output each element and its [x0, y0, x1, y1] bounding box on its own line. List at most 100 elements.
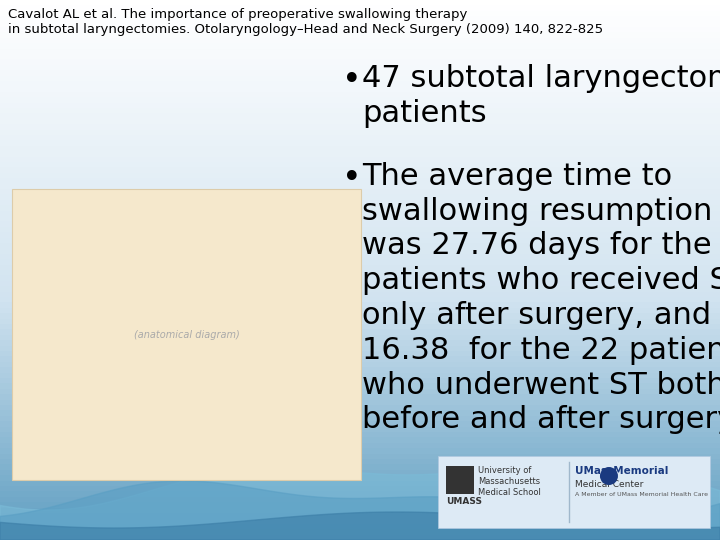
Bar — [0, 119, 720, 124]
Bar — [0, 378, 720, 383]
Bar — [0, 173, 720, 178]
Bar — [0, 329, 720, 335]
Bar — [0, 146, 720, 151]
Bar — [0, 32, 720, 38]
Bar — [0, 464, 720, 470]
Text: •: • — [342, 64, 361, 97]
Bar — [0, 443, 720, 448]
Bar — [0, 275, 720, 281]
Bar — [0, 259, 720, 265]
Bar — [0, 211, 720, 216]
Text: Medical Center: Medical Center — [575, 480, 643, 489]
Text: UMassMemorial: UMassMemorial — [575, 466, 668, 476]
Bar — [0, 194, 720, 200]
Bar — [0, 162, 720, 167]
Bar — [438, 456, 710, 528]
Bar — [0, 437, 720, 443]
Circle shape — [600, 467, 618, 485]
Bar — [0, 302, 720, 308]
Bar — [0, 405, 720, 410]
Bar — [0, 416, 720, 421]
Bar — [446, 466, 474, 494]
Bar — [0, 324, 720, 329]
Bar — [0, 38, 720, 43]
Bar — [0, 448, 720, 454]
Bar — [0, 270, 720, 275]
Bar — [0, 178, 720, 184]
Bar — [0, 0, 720, 5]
Bar — [0, 454, 720, 459]
Text: 47 subtotal laryngectomy
patients: 47 subtotal laryngectomy patients — [362, 64, 720, 128]
Text: Cavalot AL et al. The importance of preoperative swallowing therapy: Cavalot AL et al. The importance of preo… — [8, 8, 467, 21]
Text: The average time to
swallowing resumption
was 27.76 days for the 25
patients who: The average time to swallowing resumptio… — [362, 162, 720, 434]
Bar — [0, 189, 720, 194]
Bar — [0, 313, 720, 319]
Bar — [0, 340, 720, 346]
Bar — [0, 65, 720, 70]
Bar — [0, 238, 720, 243]
Bar — [0, 410, 720, 416]
Bar — [0, 502, 720, 508]
Bar — [0, 497, 720, 502]
Bar — [0, 86, 720, 92]
Bar — [0, 184, 720, 189]
Bar — [0, 308, 720, 313]
Bar — [0, 400, 720, 405]
Bar — [0, 92, 720, 97]
Bar — [0, 518, 720, 524]
Bar — [0, 432, 720, 437]
Bar — [0, 383, 720, 389]
Bar — [0, 54, 720, 59]
Bar — [0, 292, 720, 297]
Bar — [0, 97, 720, 103]
Bar — [0, 513, 720, 518]
Bar — [0, 459, 720, 464]
Bar — [0, 475, 720, 481]
Bar — [0, 524, 720, 529]
Bar — [0, 81, 720, 86]
Bar — [0, 27, 720, 32]
Bar — [0, 248, 720, 254]
Bar — [0, 70, 720, 76]
Bar — [0, 103, 720, 108]
Bar — [0, 49, 720, 54]
Bar — [0, 470, 720, 475]
Bar — [0, 486, 720, 491]
Bar — [0, 200, 720, 205]
Bar — [0, 135, 720, 140]
Bar — [0, 16, 720, 22]
Bar — [0, 481, 720, 486]
Bar — [0, 373, 720, 378]
Bar — [0, 529, 720, 535]
Bar — [0, 108, 720, 113]
Bar — [0, 362, 720, 367]
Bar — [0, 356, 720, 362]
Bar — [0, 281, 720, 286]
Bar — [0, 232, 720, 238]
Bar — [0, 421, 720, 427]
Bar — [0, 124, 720, 130]
Bar — [0, 351, 720, 356]
Bar — [0, 59, 720, 65]
Bar — [0, 140, 720, 146]
Bar — [0, 297, 720, 302]
Bar — [0, 508, 720, 513]
Text: UMASS: UMASS — [446, 497, 482, 506]
Bar — [0, 286, 720, 292]
Bar — [0, 43, 720, 49]
Bar — [0, 221, 720, 227]
Bar — [0, 254, 720, 259]
Bar — [0, 130, 720, 135]
Text: in subtotal laryngectomies. Otolaryngology–Head and Neck Surgery (2009) 140, 822: in subtotal laryngectomies. Otolaryngolo… — [8, 23, 603, 36]
Bar — [0, 227, 720, 232]
Bar — [0, 335, 720, 340]
Bar — [0, 389, 720, 394]
Bar — [0, 157, 720, 162]
Bar — [0, 491, 720, 497]
Text: •: • — [342, 162, 361, 195]
Bar — [0, 265, 720, 270]
Bar — [12, 189, 361, 480]
Text: University of
Massachusetts
Medical School: University of Massachusetts Medical Scho… — [478, 466, 541, 497]
Bar — [0, 5, 720, 11]
Bar — [0, 427, 720, 432]
